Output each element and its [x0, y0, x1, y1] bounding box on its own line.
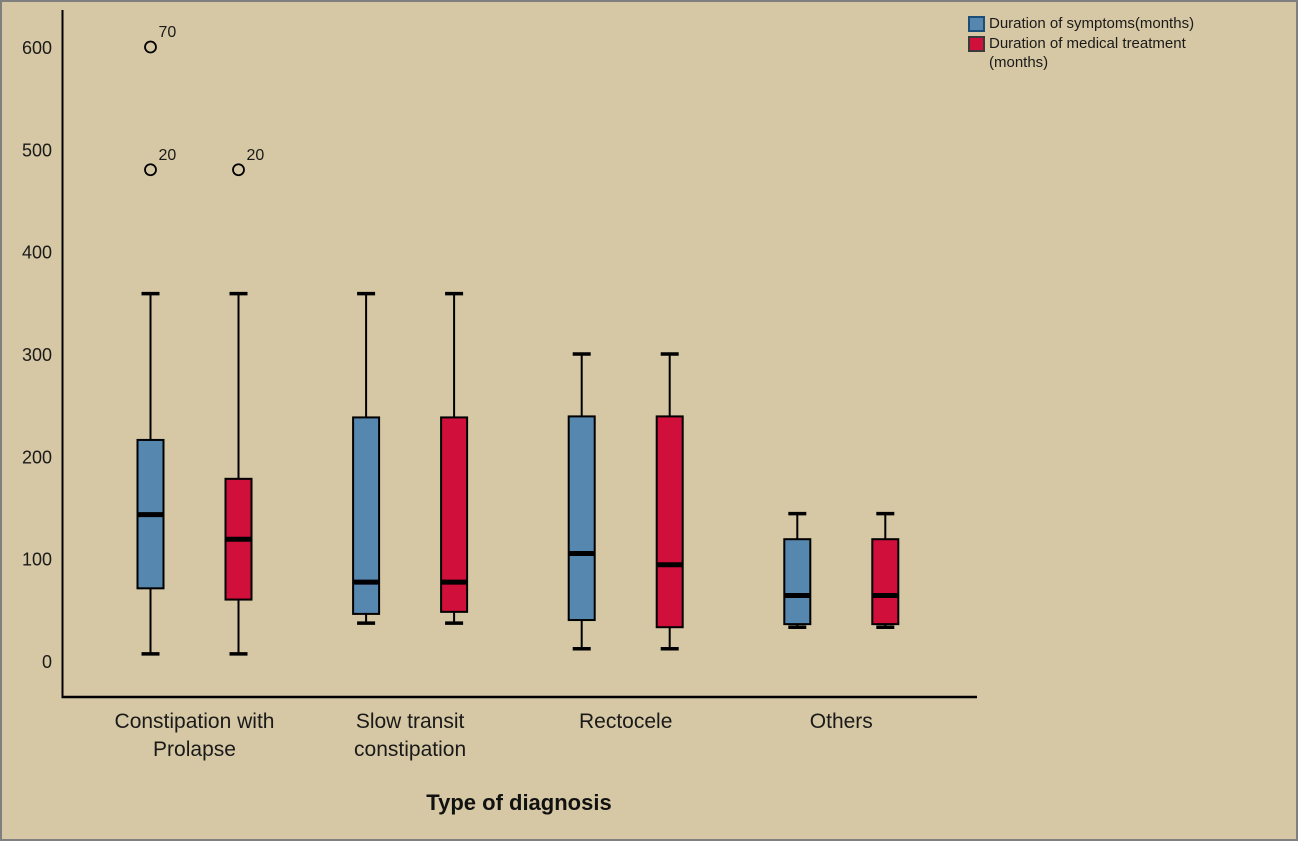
y-tick-label: 600: [22, 38, 52, 58]
iqr-box: [783, 538, 812, 626]
iqr-box: [871, 538, 900, 626]
legend-item-treatment: Duration of medical treatment (months): [968, 34, 1294, 72]
x-category-label: Others: [809, 710, 873, 733]
legend-label-treatment: Duration of medical treatment (months): [989, 35, 1186, 71]
x-category-label: Rectocele: [578, 710, 673, 733]
x-category-label: Slow transit constipation: [354, 710, 467, 761]
y-tick-label: 300: [22, 345, 52, 365]
box-0-2: [567, 352, 596, 651]
outlier-label: 20: [247, 147, 265, 164]
outlier-point: [232, 163, 245, 177]
box-1-3: [871, 511, 900, 629]
y-tick-label: 100: [22, 550, 52, 570]
outlier-label: 20: [159, 147, 177, 164]
y-tick-label: 0: [42, 652, 52, 672]
y-tick-label: 200: [22, 447, 52, 467]
legend: Duration of symptoms(months) Duration of…: [968, 14, 1294, 73]
outlier-point: [144, 40, 157, 54]
box-0-1: [352, 291, 381, 625]
x-axis-title: Type of diagnosis: [426, 790, 612, 815]
legend-label-symptoms: Duration of symptoms(months): [989, 15, 1195, 32]
y-tick-label: 500: [22, 140, 52, 160]
x-category-labels: Constipation with Prolapse Slow transit c…: [2, 708, 1296, 768]
iqr-box: [655, 415, 684, 629]
outlier-label: 70: [159, 24, 177, 41]
x-category-label: Constipation with Prolapse: [114, 710, 275, 761]
outlier-point: [144, 163, 157, 177]
legend-item-symptoms: Duration of symptoms(months): [968, 14, 1294, 33]
y-tick-label: 400: [22, 243, 52, 263]
iqr-box: [440, 416, 469, 613]
box-1-2: [655, 352, 684, 651]
box-1-0: 20: [224, 147, 265, 656]
symptoms-series-swatch-icon: [968, 16, 985, 32]
iqr-box: [567, 415, 596, 622]
treatment-series-swatch-icon: [968, 36, 985, 52]
box-1-1: [440, 291, 469, 625]
box-0-0: 70 20: [136, 24, 177, 656]
box-0-3: [783, 511, 812, 629]
